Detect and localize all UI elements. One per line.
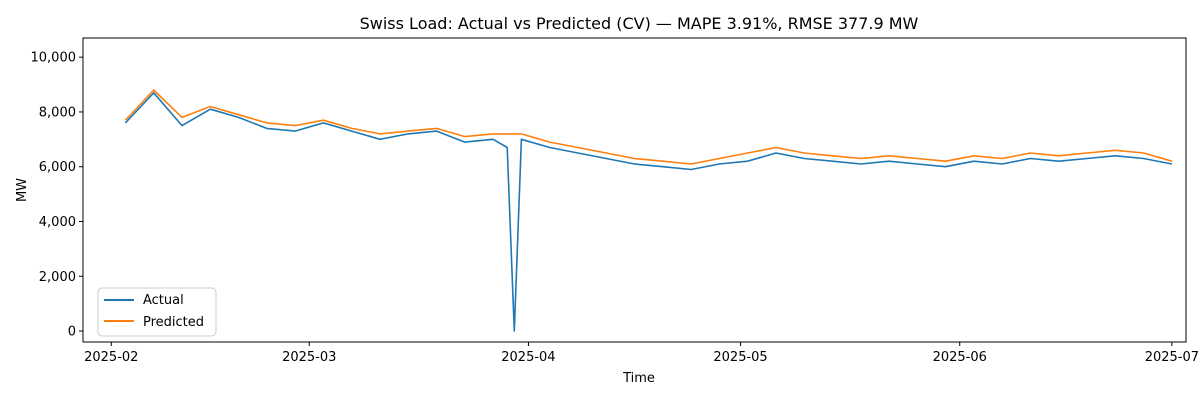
plot-frame: [82, 37, 1187, 343]
legend: Actual Predicted: [97, 287, 217, 337]
plot-area: [83, 38, 1186, 342]
legend-label-predicted: Predicted: [143, 315, 204, 330]
x-tick-label: 2025-07: [1145, 350, 1199, 365]
y-axis: 0 2,000 4,000 6,000 8,000 10,000: [31, 51, 83, 340]
y-tick-label: 8,000: [39, 105, 76, 120]
x-axis-label: Time: [622, 371, 655, 386]
x-tick-label: 2025-04: [501, 350, 555, 365]
y-tick-label: 0: [68, 325, 76, 340]
y-axis-label: MW: [15, 178, 30, 202]
x-axis: 2025-02 2025-03 2025-04 2025-05 2025-06 2025-…: [84, 342, 1199, 365]
y-tick-label: 4,000: [39, 215, 76, 230]
y-tick-label: 6,000: [39, 160, 76, 175]
x-tick-label: 2025-02: [84, 350, 138, 365]
y-tick-label: 10,000: [31, 51, 77, 66]
x-tick-label: 2025-05: [713, 350, 767, 365]
x-tick-label: 2025-06: [933, 350, 987, 365]
series-line-actual: [124, 92, 1173, 332]
legend-label-actual: Actual: [143, 293, 184, 308]
chart-title: Swiss Load: Actual vs Predicted (CV) — M…: [360, 14, 919, 33]
y-tick-label: 2,000: [39, 270, 76, 285]
series-layer: [124, 89, 1173, 332]
series-line-predicted: [124, 89, 1173, 165]
x-tick-label: 2025-03: [282, 350, 336, 365]
